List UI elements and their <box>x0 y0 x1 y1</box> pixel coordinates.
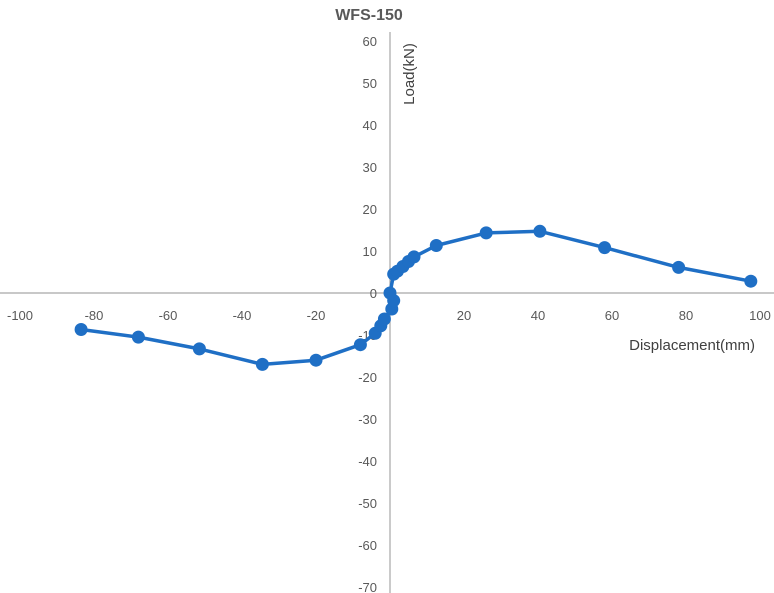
x-tick-label: 100 <box>749 308 771 323</box>
data-point <box>192 342 206 356</box>
data-point <box>598 241 612 255</box>
y-tick-label: -70 <box>358 580 377 593</box>
x-tick-label: 60 <box>605 308 619 323</box>
data-point <box>377 312 391 326</box>
data-point <box>407 250 421 264</box>
x-tick-label: -20 <box>307 308 326 323</box>
x-tick-label: -80 <box>85 308 104 323</box>
y-tick-label: 10 <box>363 244 377 259</box>
data-point <box>131 330 145 344</box>
y-tick-label: 40 <box>363 118 377 133</box>
chart-title: WFS-150 <box>335 7 403 24</box>
y-tick-label: 0 <box>370 286 377 301</box>
y-tick-label: 20 <box>363 202 377 217</box>
x-tick-label: 20 <box>457 308 471 323</box>
data-series <box>74 224 758 371</box>
y-tick-label: -50 <box>358 496 377 511</box>
data-point <box>672 260 686 274</box>
y-tick-label: -30 <box>358 412 377 427</box>
y-tick-label: 60 <box>363 34 377 49</box>
data-point <box>383 286 397 300</box>
x-axis-title: Displacement(mm) <box>629 337 755 354</box>
x-tick-label: -40 <box>233 308 252 323</box>
x-tick-label: -100 <box>7 308 33 323</box>
y-tick-label: -60 <box>358 538 377 553</box>
x-tick-label: 80 <box>679 308 693 323</box>
data-point <box>429 239 443 252</box>
y-axis-title: Load(kN) <box>401 43 418 105</box>
x-tick-labels: -100 -80 -60 -40 -20 20 40 60 80 100 <box>7 308 771 323</box>
y-tick-label: 30 <box>363 160 377 175</box>
data-point <box>309 353 323 367</box>
y-tick-label: 50 <box>363 76 377 91</box>
y-tick-label: -20 <box>358 370 377 385</box>
data-point <box>74 323 88 336</box>
data-point <box>744 274 758 288</box>
data-point <box>533 224 547 238</box>
y-tick-label: -40 <box>358 454 377 469</box>
data-point <box>353 338 367 352</box>
x-tick-label: 40 <box>531 308 545 323</box>
data-point <box>479 226 493 240</box>
x-tick-label: -60 <box>159 308 178 323</box>
data-point <box>255 357 269 371</box>
